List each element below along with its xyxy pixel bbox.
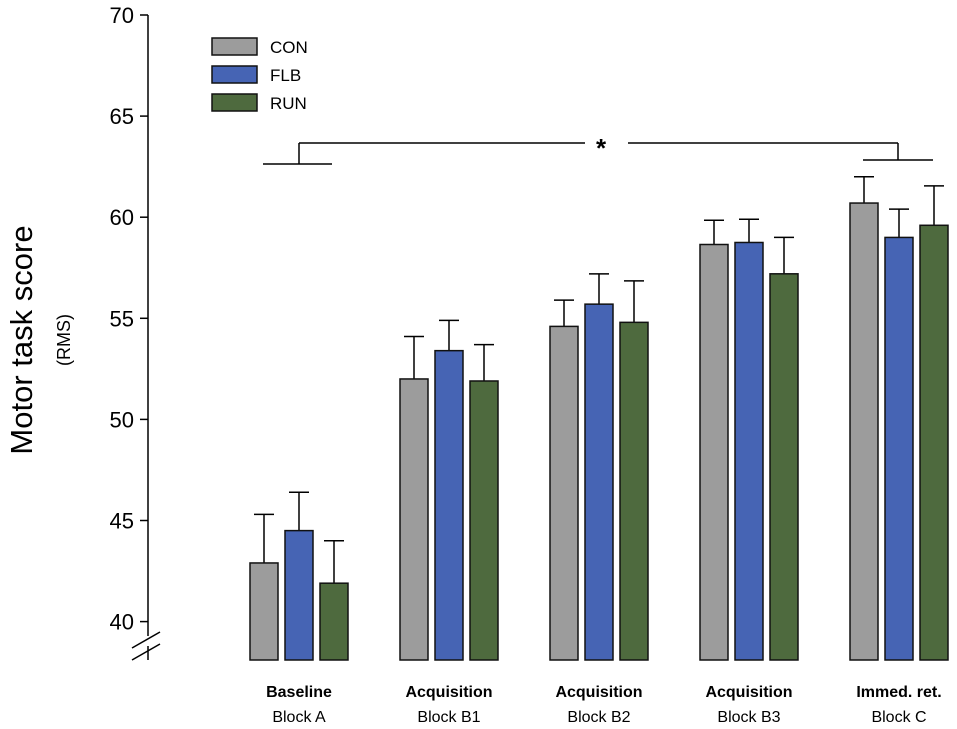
bar-con [699, 243, 729, 661]
bar-flb [584, 303, 614, 661]
y-tick-label: 40 [110, 610, 134, 635]
y-tick-label: 55 [110, 306, 134, 331]
category-label: Baseline [266, 684, 332, 701]
significance-star: * [596, 133, 607, 163]
category-sublabel: Block C [871, 709, 926, 726]
category-label: Acquisition [705, 684, 792, 701]
category-sublabel: Block A [272, 709, 326, 726]
bar-con [549, 325, 579, 661]
bar-con [849, 202, 879, 661]
category-labels: Baseline Block A Acquisition Block B1 Acquis… [266, 684, 942, 726]
axis-break-mark [131, 631, 161, 649]
legend: CON FLB RUN [211, 37, 308, 113]
bar-flb [284, 529, 314, 661]
bars [249, 176, 949, 661]
bar-flb [434, 349, 464, 661]
y-tick-label: 65 [110, 104, 134, 129]
category-label: Acquisition [555, 684, 642, 701]
category-label: Acquisition [405, 684, 492, 701]
bar-run [469, 380, 499, 661]
category-sublabel: Block B3 [717, 709, 780, 726]
y-tick-label: 60 [110, 205, 134, 230]
bar-con [249, 562, 279, 661]
y-tick-label: 50 [110, 407, 134, 432]
bar-run [319, 582, 349, 661]
significance-bracket [263, 142, 933, 165]
axis-break-mark [131, 643, 161, 661]
y-axis: 40 45 50 55 60 65 70 [110, 3, 161, 661]
bar-flb [734, 241, 764, 661]
y-tick-label: 45 [110, 509, 134, 534]
bar-run [769, 273, 799, 661]
legend-swatch-run [211, 93, 258, 112]
category-sublabel: Block B1 [417, 709, 480, 726]
y-axis-sublabel: (RMS) [54, 314, 74, 366]
y-axis-label: Motor task score [4, 225, 39, 454]
legend-swatch-con [211, 37, 258, 56]
category-label: Immed. ret. [856, 684, 941, 701]
bar-con [399, 378, 429, 661]
legend-label: CON [270, 38, 308, 57]
legend-label: RUN [270, 94, 307, 113]
legend-label: FLB [270, 66, 301, 85]
bar-flb [884, 236, 914, 661]
bar-run [919, 224, 949, 661]
bar-run [619, 321, 649, 661]
y-tick-label: 70 [110, 3, 134, 28]
legend-swatch-flb [211, 65, 258, 84]
category-sublabel: Block B2 [567, 709, 630, 726]
